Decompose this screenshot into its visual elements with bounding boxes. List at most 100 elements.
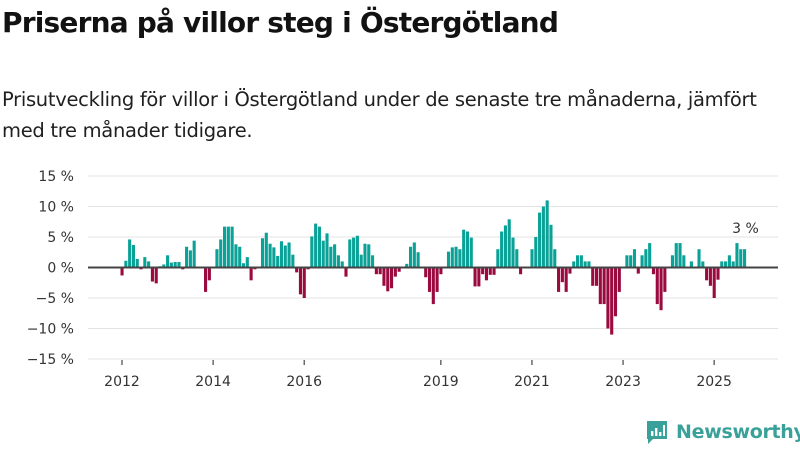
y-tick-label: 10 % [38, 200, 74, 216]
bar [515, 249, 519, 268]
bar [598, 267, 602, 305]
bar [743, 249, 747, 268]
bar [591, 267, 595, 286]
x-tick-label: 2019 [423, 374, 459, 390]
bar [606, 267, 610, 329]
newsworthy-logo: Newsworthy [645, 419, 800, 445]
bar [735, 243, 739, 268]
bar [188, 250, 192, 268]
bar [352, 237, 356, 268]
bar [215, 249, 219, 268]
bar [545, 200, 549, 268]
bar [450, 247, 454, 268]
bar [431, 267, 435, 305]
bar [363, 243, 367, 268]
bar [386, 267, 390, 292]
bar [576, 255, 580, 268]
y-tick-label: −5 % [36, 291, 74, 307]
bar [260, 238, 265, 268]
bar [579, 255, 583, 268]
bar [185, 246, 189, 268]
bar [560, 267, 564, 283]
bar [720, 261, 724, 268]
bar [469, 237, 473, 268]
bar-chart-speech-bubble-icon [647, 421, 667, 444]
bar [424, 267, 428, 278]
bar [496, 249, 500, 268]
bar [325, 233, 329, 268]
bar [594, 267, 599, 286]
bar [557, 267, 561, 292]
bar [219, 239, 223, 268]
y-tick-label: −15 % [27, 352, 74, 368]
bar [465, 231, 470, 268]
bar [492, 267, 496, 275]
bar [298, 267, 302, 295]
bar [230, 226, 234, 268]
bar [617, 267, 621, 292]
bar [283, 245, 287, 268]
bar [716, 267, 720, 280]
bar [238, 246, 242, 268]
bar [659, 267, 663, 311]
bar [663, 267, 667, 292]
bar [602, 267, 606, 305]
bar [378, 267, 382, 275]
bar [632, 249, 637, 268]
bar [670, 255, 674, 268]
bar [154, 267, 158, 284]
bar [538, 212, 542, 268]
bar [405, 263, 409, 268]
bar [173, 262, 177, 268]
bar [393, 267, 397, 277]
grid-lines [88, 175, 778, 360]
bar [481, 267, 485, 275]
bar [264, 232, 268, 268]
bar [473, 267, 477, 287]
x-tick-label: 2012 [104, 374, 140, 390]
bar [446, 251, 451, 268]
bar [553, 249, 557, 268]
x-axis: 2012 2014 2016 2019 2021 2023 2025 [104, 360, 732, 390]
bar [226, 226, 230, 268]
chart-subtitle: Prisutveckling för villor i Östergötland… [2, 88, 757, 142]
bar [314, 223, 318, 268]
bar [549, 224, 553, 268]
bar [477, 267, 481, 287]
bar [279, 241, 284, 268]
x-tick-label: 2021 [514, 374, 550, 390]
bar [484, 267, 488, 281]
bar [655, 267, 659, 305]
bar [150, 267, 154, 282]
bar [682, 255, 686, 268]
bar [519, 267, 523, 275]
bar [416, 252, 420, 268]
bar [503, 225, 507, 268]
bar [166, 255, 170, 268]
bar [390, 267, 394, 289]
bar [651, 267, 656, 275]
bar [511, 237, 515, 268]
bar [268, 243, 272, 268]
bar [367, 244, 371, 268]
x-tick-label: 2025 [696, 374, 732, 390]
bar [287, 242, 291, 268]
bar [530, 249, 534, 268]
bar [249, 267, 253, 281]
bar [272, 247, 276, 268]
bar [568, 267, 572, 274]
bar [291, 254, 295, 268]
bar [374, 267, 378, 275]
bar [587, 261, 591, 268]
bar [169, 262, 173, 268]
bar [192, 240, 196, 268]
bar [534, 237, 538, 268]
x-tick-label: 2016 [286, 374, 322, 390]
bar [162, 264, 166, 268]
bar [507, 219, 511, 268]
bar-chart: 15 %10 %5 %0 %−5 %−10 %−15 % 2012 2014 201… [27, 169, 778, 390]
bar [712, 267, 716, 298]
bar [636, 267, 640, 274]
bars [120, 200, 747, 335]
bar [344, 267, 348, 277]
